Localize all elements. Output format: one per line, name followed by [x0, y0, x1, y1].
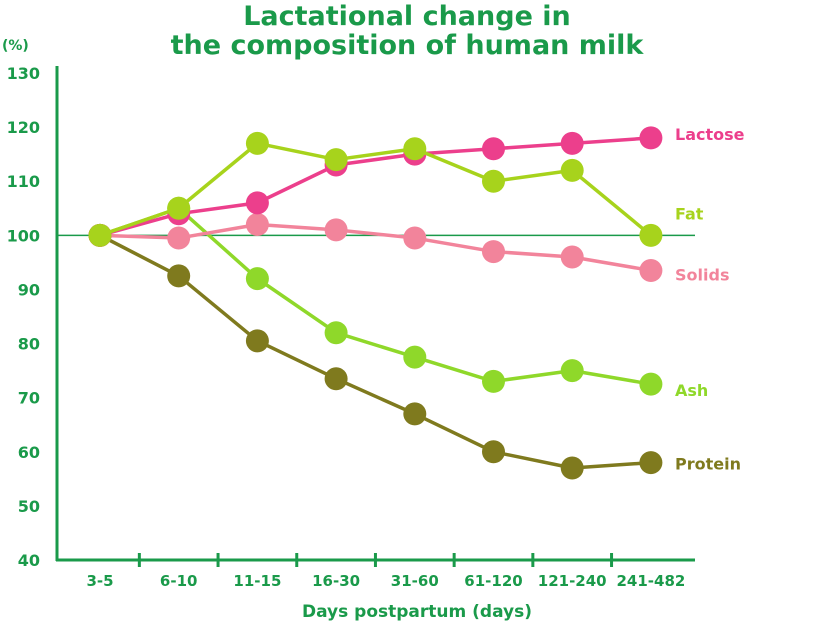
x-tick-label: 11-15: [233, 572, 281, 590]
data-point-protein: [639, 451, 663, 475]
series-line-lactose: [99, 136, 652, 238]
data-point-fat: [324, 148, 348, 172]
data-point-fat: [639, 223, 663, 247]
data-point-fat: [167, 196, 191, 220]
data-point-solids: [403, 226, 427, 250]
data-point-ash: [482, 369, 505, 393]
data-point-ash: [560, 359, 584, 383]
series-line-ash: [99, 206, 652, 386]
data-point-lactose: [482, 137, 505, 161]
data-point-protein: [324, 367, 348, 391]
y-tick-label: 40: [18, 551, 40, 570]
data-point-solids: [639, 259, 663, 283]
series-label-lactose: Lactose: [675, 125, 745, 144]
data-point-fat: [482, 169, 505, 193]
data-point-protein: [245, 329, 269, 353]
y-tick-label: 100: [7, 226, 40, 245]
series-label-fat: Fat: [675, 204, 704, 223]
series-line-solids: [99, 222, 652, 273]
series-line-fat: [99, 141, 653, 237]
y-tick-label: 80: [18, 335, 40, 354]
data-point-ash: [403, 345, 427, 369]
data-point-solids: [167, 226, 191, 250]
data-point-protein: [560, 456, 584, 480]
data-point-solids: [560, 245, 584, 269]
series-label-ash: Ash: [675, 381, 708, 400]
data-point-protein: [403, 402, 427, 426]
data-point-solids: [482, 240, 505, 264]
y-tick-label: 50: [18, 497, 40, 516]
y-axis-unit: (%): [2, 38, 29, 54]
y-tick-label: 90: [18, 280, 40, 299]
y-tick-label: 120: [7, 118, 40, 137]
x-tick-label: 16-30: [312, 572, 360, 590]
data-point-fat: [560, 158, 584, 182]
y-tick-label: 130: [7, 64, 40, 83]
chart-title-line1: Lactational change in: [243, 1, 571, 32]
x-tick-label: 61-120: [464, 572, 522, 590]
data-point-protein: [167, 264, 191, 288]
series-line-protein: [99, 233, 652, 470]
data-point-ash: [324, 321, 348, 345]
data-point-protein: [482, 440, 505, 464]
data-point-solids: [245, 213, 269, 237]
data-point-lactose: [560, 131, 584, 155]
data-point-fat: [403, 137, 427, 161]
data-point-ash: [245, 267, 269, 291]
series-label-solids: Solids: [675, 266, 729, 285]
x-tick-label: 241-482: [616, 572, 685, 590]
y-tick-label: 60: [18, 443, 40, 462]
data-point-fat: [245, 131, 269, 155]
y-tick-label: 70: [18, 389, 40, 408]
x-axis-title: Days postpartum (days): [301, 602, 532, 622]
data-point-ash: [639, 372, 663, 396]
x-tick-label: 6-10: [160, 572, 198, 590]
data-point-lactose: [245, 191, 269, 215]
data-point-solids: [324, 218, 348, 242]
data-point-fat: [88, 223, 112, 247]
y-tick-label: 110: [7, 172, 40, 191]
series-label-protein: Protein: [675, 455, 741, 474]
data-point-lactose: [639, 126, 663, 150]
x-tick-label: 3-5: [86, 572, 113, 590]
x-tick-label: 31-60: [391, 572, 439, 590]
x-tick-label: 121-240: [538, 572, 607, 590]
chart-title-line2: the composition of human milk: [170, 30, 644, 61]
